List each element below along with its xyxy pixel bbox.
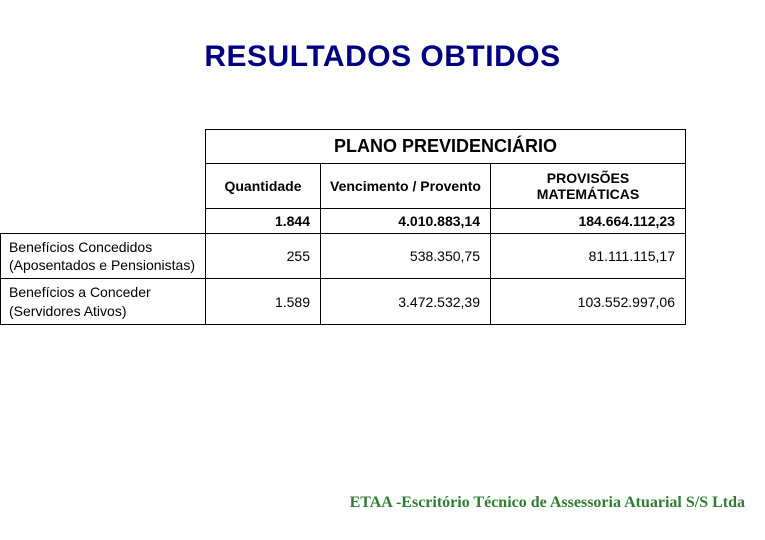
row-qty: 1.589 [206, 279, 321, 324]
table-row: Benefícios a Conceder (Servidores Ativos… [1, 279, 686, 324]
col-header-prov: PROVISÕES MATEMÁTICAS [491, 164, 686, 209]
blank-cell [1, 209, 206, 234]
row-prov: 103.552.997,06 [491, 279, 686, 324]
blank-cell [1, 130, 206, 164]
total-prov: 184.664.112,23 [491, 209, 686, 234]
row-venc: 538.350,75 [321, 234, 491, 279]
row-label: Benefícios Concedidos (Aposentados e Pen… [1, 234, 206, 279]
table-container: PLANO PREVIDENCIÁRIO Quantidade Vencimen… [0, 129, 765, 325]
blank-cell [1, 164, 206, 209]
total-venc: 4.010.883,14 [321, 209, 491, 234]
col-header-qty: Quantidade [206, 164, 321, 209]
row-qty: 255 [206, 234, 321, 279]
page-title: RESULTADOS OBTIDOS [0, 0, 765, 74]
row-prov: 81.111.115,17 [491, 234, 686, 279]
plan-table: PLANO PREVIDENCIÁRIO Quantidade Vencimen… [0, 129, 686, 325]
row-label: Benefícios a Conceder (Servidores Ativos… [1, 279, 206, 324]
table-row: Benefícios Concedidos (Aposentados e Pen… [1, 234, 686, 279]
footer-text: ETAA -Escritório Técnico de Assessoria A… [350, 494, 745, 512]
total-qty: 1.844 [206, 209, 321, 234]
row-venc: 3.472.532,39 [321, 279, 491, 324]
table-span-header: PLANO PREVIDENCIÁRIO [206, 130, 686, 164]
col-header-venc: Vencimento / Provento [321, 164, 491, 209]
